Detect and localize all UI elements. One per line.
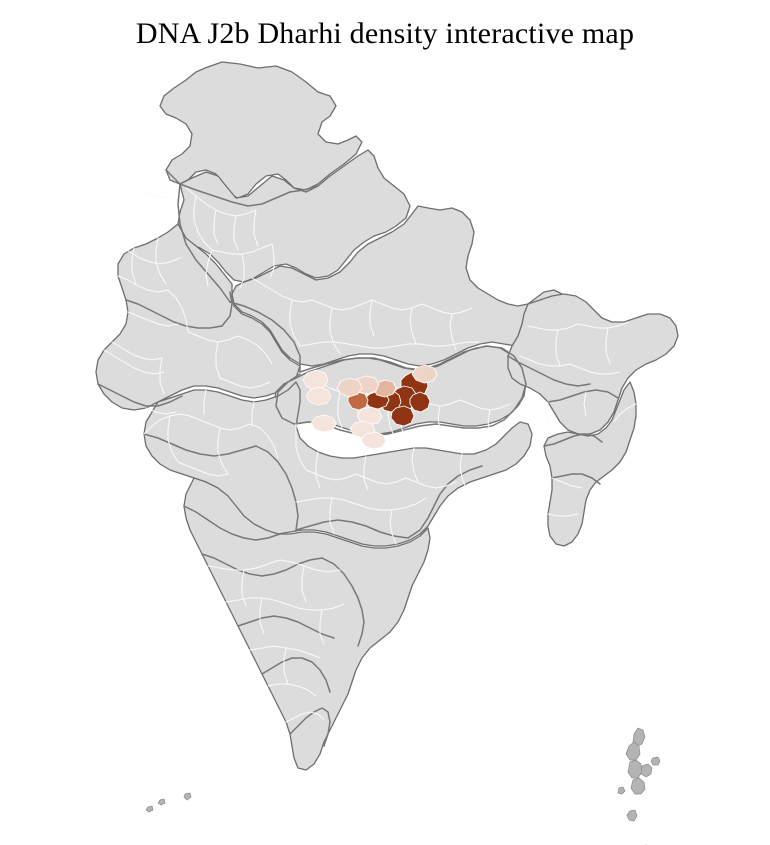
state-line-2 [177,183,231,303]
state-line-5 [421,345,527,385]
island-andaman-4[interactable] [630,777,646,795]
state-line-23 [97,383,183,407]
island-lakshadweep-1[interactable] [157,798,166,806]
state-line-25 [221,291,233,327]
state-line-12 [407,465,483,539]
state-line-11 [295,519,409,539]
district-highlight-d5[interactable] [409,391,431,413]
island-andaman-2[interactable] [625,741,641,761]
india-map-svg[interactable] [0,56,770,845]
district-highlight-d12[interactable] [302,369,329,391]
district-highlight-d11[interactable] [411,364,438,384]
state-line-21 [543,433,603,447]
state-boundaries [97,169,619,747]
island-andaman-3[interactable] [627,759,643,779]
region-northeast[interactable] [507,293,679,435]
highlighted-districts-group[interactable] [302,364,438,450]
state-line-15 [321,557,365,647]
india-map[interactable] [0,56,770,845]
island-andaman-5[interactable] [640,763,653,778]
india-shapes[interactable] [95,61,679,771]
region-jammu-kashmir[interactable] [159,61,363,199]
district-highlight-d10[interactable] [336,377,363,398]
state-line-16 [237,615,335,639]
state-line-24 [125,299,223,329]
district-boundaries [103,179,637,723]
islands-group[interactable] [145,727,692,845]
state-line-14 [201,553,323,577]
region-south-peninsula[interactable] [183,477,431,771]
island-andaman-7[interactable] [617,786,626,795]
district-highlight-d13[interactable] [305,386,332,406]
region-northeast-south[interactable] [543,381,637,547]
island-lakshadweep-3[interactable] [145,805,154,813]
district-highlight-d14[interactable] [356,406,383,426]
state-line-13 [183,505,281,541]
island-lakshadweep-2[interactable] [183,792,192,801]
state-line-6 [435,383,527,429]
state-line-17 [261,657,331,693]
region-west[interactable] [95,223,301,411]
district-highlight-d17[interactable] [360,431,387,450]
island-andaman-6[interactable] [650,756,661,766]
island-nicobar-1[interactable] [626,809,638,822]
district-highlight-d15[interactable] [310,414,337,433]
state-line-1 [165,169,319,207]
region-north-plains[interactable] [177,149,411,283]
state-line-19 [507,355,591,387]
state-line-20 [547,389,619,403]
state-line-18 [289,707,331,747]
state-line-3 [229,301,301,373]
state-line-10 [255,445,299,531]
state-line-4 [299,357,423,373]
state-line-22 [551,473,601,485]
india-map-layers[interactable] [95,61,692,845]
state-line-8 [275,373,301,425]
state-line-9 [143,433,257,457]
district-highlight-d4[interactable] [390,405,415,427]
page-title: DNA J2b Dharhi density interactive map [135,17,635,50]
